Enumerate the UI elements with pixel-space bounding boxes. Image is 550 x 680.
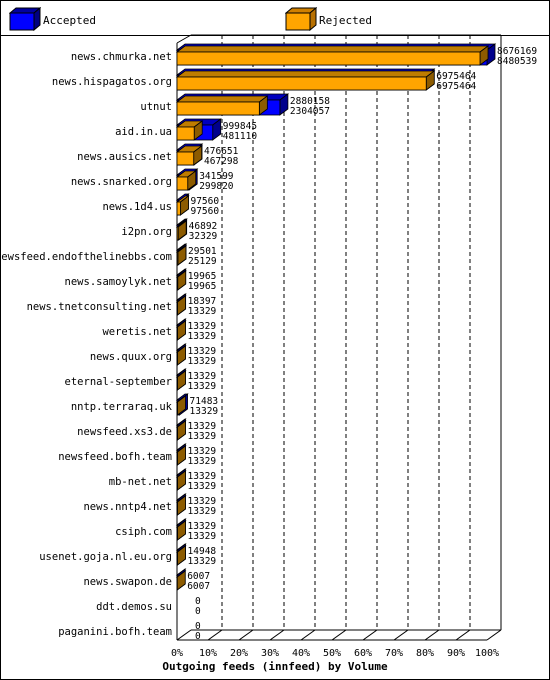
category-label: news.1d4.us xyxy=(102,201,172,213)
tick-diag-4 xyxy=(301,630,315,640)
tick-diag-7 xyxy=(394,630,408,640)
category-label: utnut xyxy=(140,101,172,113)
x-tick-label: 100% xyxy=(475,648,499,659)
value-label-rejected: 13329 xyxy=(187,331,216,342)
tick-diag-10 xyxy=(487,630,501,640)
category-label: news.hispagatos.org xyxy=(52,76,172,88)
tick-diag-2 xyxy=(239,630,253,640)
category-label: weretis.net xyxy=(102,326,172,338)
x-tick-label: 30% xyxy=(261,648,279,659)
category-label: news.ausics.net xyxy=(77,151,172,163)
bar-rejected xyxy=(177,71,434,90)
category-label: eternal-september xyxy=(65,376,172,388)
bar-rejected xyxy=(177,121,202,140)
value-label-rejected: 0 xyxy=(195,606,201,617)
value-label-rejected: 13329 xyxy=(187,381,216,392)
category-label: news.chmurka.net xyxy=(71,51,172,63)
category-label: news.nntp4.net xyxy=(83,501,172,513)
tick-diag-1 xyxy=(208,630,222,640)
x-tick-label: 10% xyxy=(199,648,217,659)
tick-diag-0 xyxy=(177,630,191,640)
category-label: news.snarked.org xyxy=(71,176,172,188)
category-label: ddt.demos.su xyxy=(96,601,172,613)
value-label-rejected: 481110 xyxy=(223,131,258,142)
x-tick-label: 70% xyxy=(385,648,403,659)
tick-diag-5 xyxy=(332,630,346,640)
category-label: usenet.goja.nl.eu.org xyxy=(39,551,172,563)
category-label: i2pn.org xyxy=(121,226,172,238)
x-tick-label: 50% xyxy=(323,648,341,659)
value-label-rejected: 32329 xyxy=(189,231,218,242)
x-tick-label: 20% xyxy=(230,648,248,659)
value-label-rejected: 6975464 xyxy=(436,81,476,92)
value-label-rejected: 19965 xyxy=(188,281,217,292)
value-label-rejected: 13329 xyxy=(188,556,217,567)
value-label-rejected: 13329 xyxy=(187,431,216,442)
category-label: paganini.bofh.team xyxy=(58,626,172,638)
value-label-rejected: 13329 xyxy=(187,481,216,492)
category-label: newsfeed.bofh.team xyxy=(58,451,172,463)
value-label-rejected: 2304057 xyxy=(290,106,330,117)
x-tick-label: 60% xyxy=(354,648,372,659)
category-label: newsfeed.endofthelinebbs.com xyxy=(0,251,172,263)
x-tick-label: 80% xyxy=(416,648,434,659)
category-label: csiph.com xyxy=(115,526,172,538)
x-axis-title: Outgoing feeds (innfeed) by Volume xyxy=(162,660,388,673)
value-label-rejected: 13329 xyxy=(187,531,216,542)
category-label: newsfeed.xs3.de xyxy=(77,426,172,438)
category-label: news.swapon.de xyxy=(83,576,172,588)
value-label-rejected: 0 xyxy=(195,631,201,642)
value-label-rejected: 13329 xyxy=(188,306,217,317)
category-label: news.quux.org xyxy=(90,351,172,363)
value-label-rejected: 13329 xyxy=(187,356,216,367)
bar-rejected xyxy=(177,146,202,165)
category-label: nntp.terraraq.uk xyxy=(71,401,173,413)
plot-top-left-edge xyxy=(177,35,191,43)
bar-rejected xyxy=(177,96,267,115)
tick-diag-3 xyxy=(270,630,284,640)
x-tick-label: 40% xyxy=(292,648,310,659)
x-tick-label: 0% xyxy=(171,648,183,659)
value-label-rejected: 13329 xyxy=(190,406,219,417)
value-label-rejected: 97560 xyxy=(190,206,219,217)
value-label-rejected: 299820 xyxy=(199,181,234,192)
category-label: mb-net.net xyxy=(109,476,172,488)
value-label-rejected: 13329 xyxy=(187,506,216,517)
value-label-rejected: 467298 xyxy=(204,156,239,167)
category-label: news.samoylyk.net xyxy=(65,276,172,288)
value-label-rejected: 25129 xyxy=(188,256,217,267)
tick-diag-9 xyxy=(456,630,470,640)
value-label-rejected: 8480539 xyxy=(497,56,537,67)
tick-diag-8 xyxy=(425,630,439,640)
bar-rejected xyxy=(177,46,488,65)
category-label: news.tnetconsulting.net xyxy=(27,301,172,313)
x-tick-label: 90% xyxy=(447,648,465,659)
value-label-rejected: 13329 xyxy=(187,456,216,467)
tick-diag-6 xyxy=(363,630,377,640)
value-label-rejected: 6007 xyxy=(187,581,210,592)
category-label: aid.in.ua xyxy=(115,126,172,138)
